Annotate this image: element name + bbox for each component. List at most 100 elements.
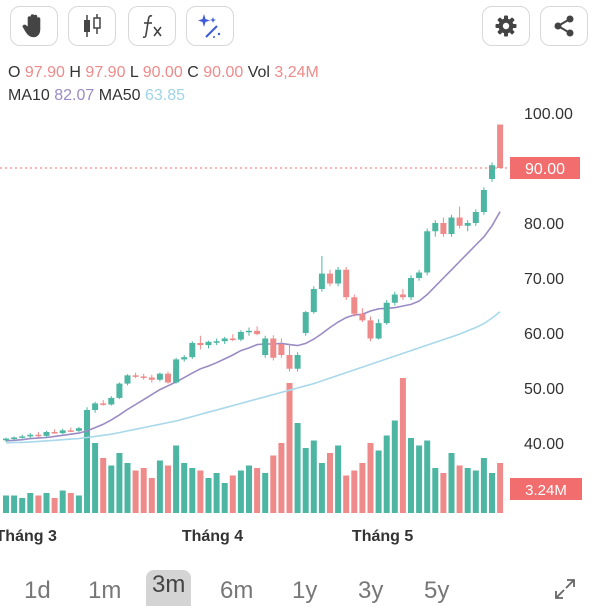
volume-bar	[116, 453, 123, 513]
expand-icon[interactable]	[554, 578, 576, 600]
volume-bar	[67, 493, 74, 513]
tab-1y[interactable]: 1y	[292, 577, 318, 604]
volume-bar	[408, 438, 414, 513]
toolbar	[0, 0, 600, 56]
ohlc-readout: O 97.90 H 97.90 L 90.00 C 90.00 Vol 3,24…	[8, 64, 319, 82]
tab-3y[interactable]: 3y	[358, 577, 384, 604]
candle-body	[237, 331, 244, 340]
candle-body	[286, 355, 293, 369]
candle-body	[67, 430, 74, 432]
hand-icon	[22, 14, 41, 38]
magic-tools-button[interactable]	[186, 6, 234, 46]
candle-body	[408, 278, 414, 298]
candle-body	[391, 294, 398, 303]
tab-5y[interactable]: 5y	[424, 577, 450, 604]
candle-body	[456, 217, 463, 226]
indicators-button[interactable]	[128, 6, 176, 46]
volume-bar	[416, 445, 423, 513]
volume-bar	[35, 495, 42, 513]
current-volume-label: 3.24M	[525, 482, 567, 499]
candle-body	[343, 269, 350, 298]
volume-bar	[489, 473, 495, 513]
volume-label: Vol	[247, 64, 270, 81]
volume-bar	[197, 470, 204, 513]
volume-bar	[456, 465, 463, 513]
candlestick-icon	[84, 14, 101, 37]
y-tick-label: 70.00	[524, 271, 564, 288]
tab-1d[interactable]: 1d	[24, 577, 51, 604]
candle-body	[302, 312, 309, 333]
candle-body	[148, 377, 155, 380]
tab-6m[interactable]: 6m	[220, 577, 254, 604]
candle-body	[124, 375, 131, 384]
current-price-box	[510, 157, 580, 179]
draw-mode-button[interactable]	[10, 6, 58, 46]
volume-bar	[262, 473, 269, 513]
candle-body	[383, 302, 390, 324]
candle-body	[229, 338, 236, 340]
volume-bar	[165, 465, 171, 513]
function-icon	[142, 15, 162, 39]
chart-type-button[interactable]	[68, 6, 116, 46]
volume-bar	[375, 450, 382, 513]
volume-bar	[92, 443, 99, 513]
volume-bar	[132, 470, 139, 513]
magic-icon	[198, 14, 221, 38]
y-tick-label: 100.00	[524, 106, 573, 123]
candle-body	[197, 342, 204, 346]
candle-body	[173, 359, 180, 383]
volume-bar	[173, 445, 180, 513]
tab-1m[interactable]: 1m	[88, 577, 122, 604]
candle-body	[440, 223, 447, 234]
volume-bar	[335, 445, 342, 513]
share-button[interactable]	[540, 6, 588, 46]
candle-body	[165, 373, 171, 383]
volume-bar	[270, 455, 277, 513]
candle-body	[3, 438, 9, 441]
settings-button[interactable]	[482, 6, 530, 46]
close-label: C	[187, 64, 199, 81]
volume-bar	[11, 495, 18, 513]
candle-body	[375, 323, 382, 339]
x-axis-label: Tháng 3	[0, 528, 57, 545]
volume-bar	[205, 478, 212, 513]
candle-body	[189, 342, 196, 358]
timeframe-tabs: 1d 1m 3m 6m 1y 3y 5y	[0, 570, 600, 606]
candle-body	[254, 330, 261, 335]
candle-body	[108, 397, 115, 405]
volume-bar	[399, 378, 406, 513]
volume-bar	[318, 463, 325, 513]
tab-3m[interactable]: 3m	[146, 570, 192, 606]
volume-bar	[181, 463, 188, 513]
volume-bar	[424, 440, 431, 513]
share-icon	[554, 15, 574, 37]
candle-body	[140, 376, 147, 378]
candle-body	[472, 212, 479, 223]
candle-body	[51, 432, 58, 434]
volume-bar	[286, 383, 293, 513]
volume-bar	[221, 483, 228, 513]
volume-bar	[383, 435, 390, 513]
candle-body	[416, 272, 423, 278]
candle-body	[11, 437, 18, 439]
candle-body	[205, 341, 212, 346]
candle-body	[270, 338, 277, 358]
candle-body	[84, 410, 90, 429]
candle-body	[448, 217, 455, 234]
volume-bar	[246, 465, 252, 513]
volume-bar	[310, 440, 317, 513]
candle-body	[480, 190, 487, 212]
y-tick-label: 80.00	[524, 216, 564, 233]
volume-bar	[140, 468, 147, 513]
candle-body	[75, 428, 82, 431]
candle-body	[116, 383, 123, 398]
candle-body	[464, 223, 471, 226]
candle-body	[35, 434, 42, 437]
open-value: 97.90	[24, 64, 65, 81]
y-tick-label: 40.00	[524, 436, 564, 453]
candle-body	[246, 330, 252, 333]
volume-bar	[497, 463, 504, 513]
volume-bar	[51, 498, 58, 513]
candle-body	[294, 355, 301, 369]
price-chart[interactable]: 100.00 80.00 70.00 60.00 50.00 40.00 90.00 3.24…	[0, 105, 600, 550]
